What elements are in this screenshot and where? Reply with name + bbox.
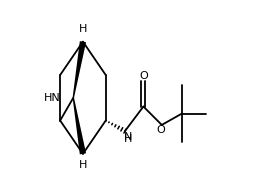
Text: H: H [79, 23, 87, 33]
Text: H: H [79, 160, 87, 170]
Text: O: O [139, 71, 148, 81]
Text: HN: HN [44, 93, 61, 103]
Polygon shape [73, 41, 86, 98]
Text: H: H [124, 134, 133, 144]
Text: N: N [124, 132, 133, 142]
Polygon shape [73, 98, 86, 154]
Text: O: O [157, 125, 165, 135]
